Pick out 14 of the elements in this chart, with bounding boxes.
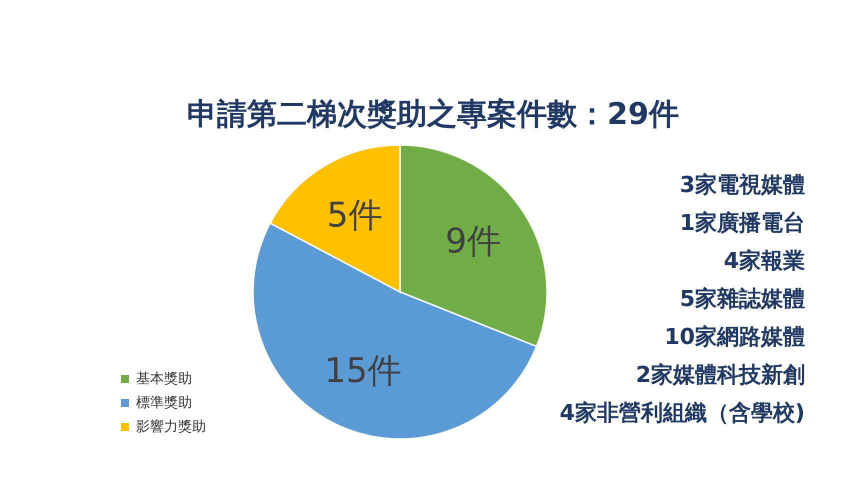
text: 10家網路媒體 xyxy=(664,324,805,350)
legend-label: 影響力獎助 xyxy=(136,419,206,435)
legend-label: 標準獎助 xyxy=(136,395,192,411)
chart-title: 申請第二梯次獎助之專案件數：29件 xyxy=(187,97,679,132)
legend-label: 基本獎助 xyxy=(136,371,192,387)
text: 3家電視媒體 xyxy=(680,172,805,198)
text: 1家廣播電台 xyxy=(680,210,805,236)
text: 4家報業 xyxy=(724,248,805,274)
text: 4家非營利組織（含學校) xyxy=(560,400,805,426)
data-label: 15件 xyxy=(324,351,402,392)
text: 5家雜誌媒體 xyxy=(680,286,805,312)
data-label: 5件 xyxy=(326,195,382,236)
text: 2家媒體科技新創 xyxy=(636,362,805,388)
data-label: 9件 xyxy=(445,222,501,262)
